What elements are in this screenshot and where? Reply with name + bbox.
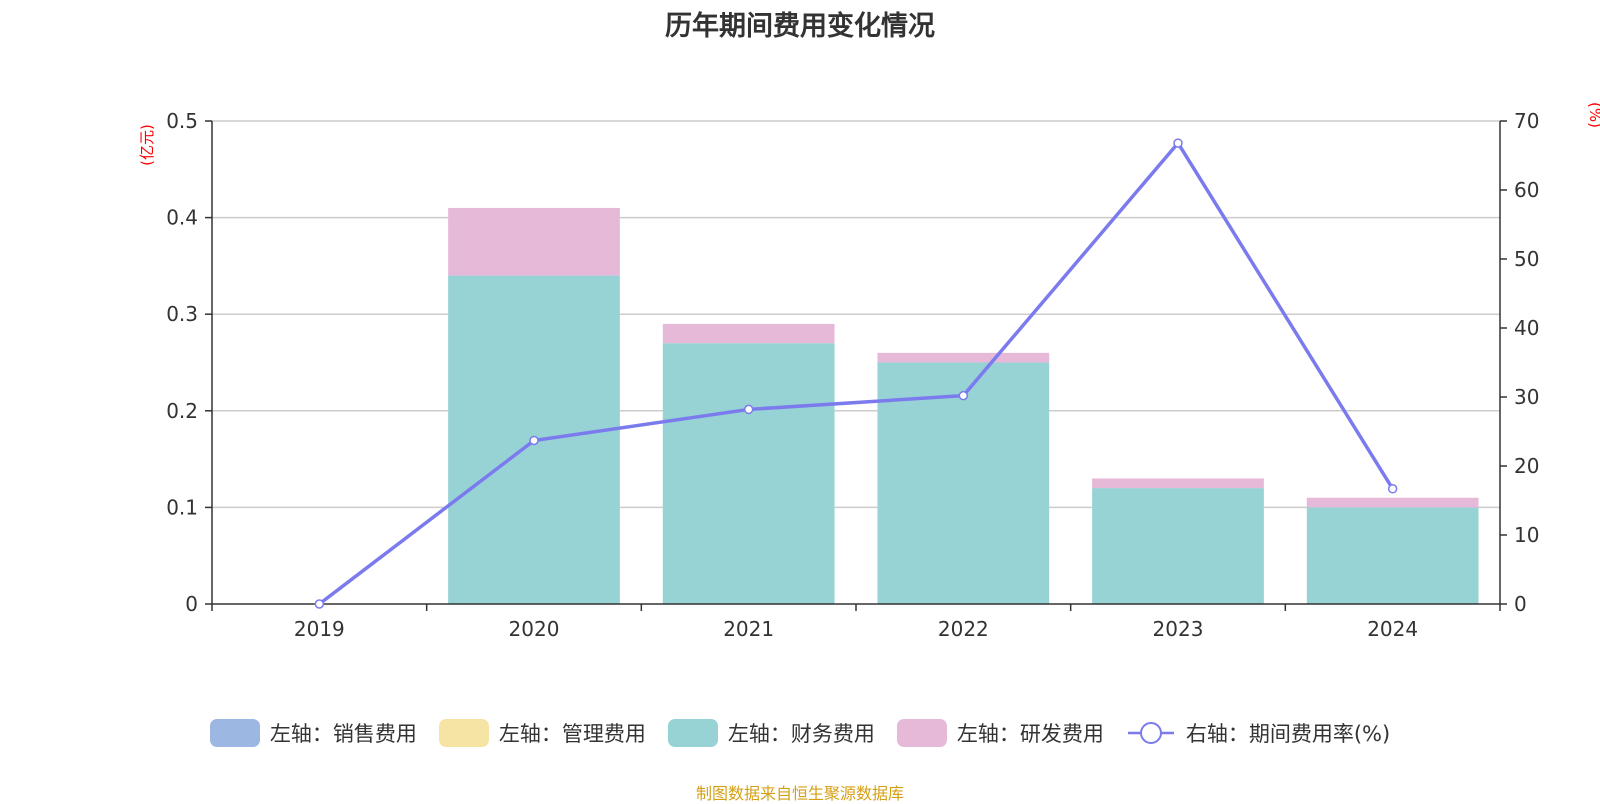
- legend-swatch: [209, 719, 260, 747]
- legend-line-marker-icon: [1126, 719, 1176, 747]
- rate-line-path: [318, 141, 1395, 606]
- axes: 0 0.1 0.2 0.3 0.4 0.5 0 10 20 30 40 50 60 70 2019 2020 2…: [166, 109, 1539, 641]
- legend-item[interactable]: 右轴：期间费用率(%): [1126, 718, 1390, 748]
- legend-label: 左轴：管理费用: [498, 722, 646, 746]
- bar-segment: [1306, 497, 1479, 508]
- left-tick-label: 0.1: [166, 495, 198, 519]
- right-tick-label: 60: [1514, 178, 1539, 202]
- left-tick-label: 0.2: [166, 399, 198, 423]
- bar-segment: [448, 207, 620, 276]
- bar-segment: [877, 352, 1050, 363]
- legend-item[interactable]: 左轴：销售费用: [209, 718, 417, 748]
- legend-item[interactable]: 左轴：管理费用: [438, 718, 646, 748]
- legend-swatch: [438, 719, 489, 747]
- x-tick-label: 2023: [1153, 617, 1204, 641]
- rate-point: [743, 404, 754, 415]
- x-tick-label: 2021: [723, 617, 774, 641]
- grid-lines: [212, 120, 1500, 509]
- rate-point: [529, 435, 539, 446]
- x-tick-label: 2019: [294, 617, 345, 641]
- bar-segment: [662, 343, 835, 604]
- legend-swatch: [667, 719, 718, 747]
- source-note: 制图数据来自恒生聚源数据库: [695, 784, 904, 803]
- rate-point: [958, 390, 969, 401]
- right-tick-label: 70: [1514, 109, 1539, 133]
- rate-point: [1173, 138, 1183, 148]
- rate-line: [314, 138, 1398, 609]
- legend-label: 左轴：财务费用: [727, 722, 875, 746]
- right-tick-label: 0: [1514, 592, 1527, 616]
- right-tick-label: 40: [1514, 316, 1539, 340]
- legend-item[interactable]: 左轴：研发费用: [896, 718, 1104, 748]
- left-axis-unit: (亿元): [138, 124, 156, 166]
- rate-point: [1387, 484, 1398, 494]
- x-tick-label: 2024: [1367, 617, 1418, 641]
- chart-title: 历年期间费用变化情况: [665, 11, 935, 42]
- bar-segment: [662, 323, 835, 344]
- legend: 左轴：销售费用 左轴：管理费用 左轴：财务费用 左轴：研发费用 右轴：期间费用率(%): [0, 718, 1600, 748]
- left-tick-label: 0.3: [166, 302, 198, 326]
- left-tick-label: 0: [185, 592, 198, 616]
- right-tick-label: 20: [1514, 454, 1539, 478]
- left-tick-label: 0.4: [166, 206, 198, 230]
- bar-segment: [877, 362, 1050, 604]
- legend-label: 左轴：研发费用: [956, 722, 1104, 746]
- bar-segment: [1092, 488, 1264, 604]
- x-tick-label: 2022: [938, 617, 989, 641]
- bar-segment: [1092, 478, 1264, 489]
- legend-label: 左轴：销售费用: [269, 722, 417, 746]
- right-axis-unit: (%): [1586, 102, 1600, 128]
- rate-point: [314, 599, 325, 609]
- legend-item[interactable]: 左轴：财务费用: [667, 718, 875, 748]
- left-tick-label: 0.5: [166, 109, 198, 133]
- bars: [448, 207, 1479, 604]
- right-tick-label: 50: [1514, 247, 1539, 271]
- x-tick-label: 2020: [509, 617, 560, 641]
- legend-label: 右轴：期间费用率(%): [1185, 722, 1391, 746]
- right-tick-label: 30: [1514, 385, 1539, 409]
- bar-segment: [1306, 507, 1479, 604]
- right-tick-label: 10: [1514, 523, 1539, 547]
- legend-swatch: [896, 719, 947, 747]
